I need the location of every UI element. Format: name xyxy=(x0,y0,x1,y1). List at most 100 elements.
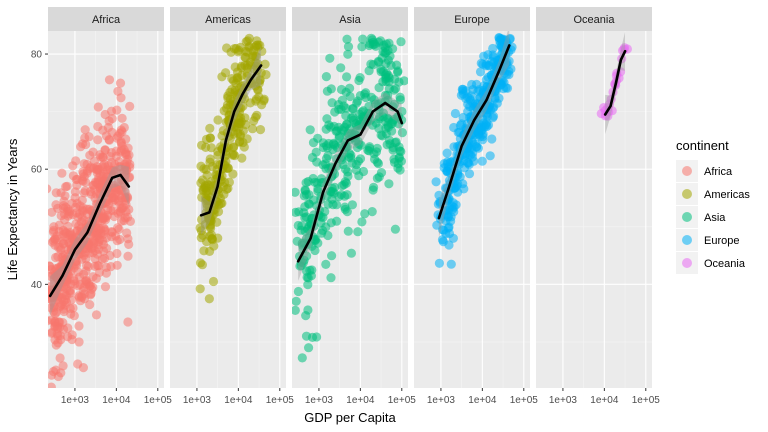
data-point xyxy=(494,93,504,103)
data-point xyxy=(79,282,89,293)
data-point xyxy=(506,64,516,74)
data-point xyxy=(205,123,215,133)
data-point xyxy=(293,286,303,297)
legend-label-asia: Asia xyxy=(704,212,726,224)
data-point xyxy=(95,170,106,180)
data-point xyxy=(450,183,460,193)
data-point xyxy=(91,178,101,188)
facet-strip xyxy=(292,7,408,31)
data-point xyxy=(343,226,353,236)
data-point xyxy=(99,223,109,233)
data-point xyxy=(93,135,103,145)
data-point xyxy=(301,331,312,341)
data-point xyxy=(74,321,84,331)
data-point xyxy=(58,361,68,371)
data-point xyxy=(305,265,315,275)
data-point xyxy=(394,142,404,152)
data-point xyxy=(48,303,56,313)
data-point xyxy=(348,104,358,114)
data-point xyxy=(342,72,352,82)
data-point xyxy=(108,206,118,216)
data-point xyxy=(327,251,337,261)
data-point xyxy=(329,121,339,131)
data-point xyxy=(248,46,259,56)
data-point xyxy=(346,248,356,258)
legend-key-americas xyxy=(682,189,692,199)
data-point xyxy=(114,224,124,234)
data-point xyxy=(344,152,354,162)
data-point xyxy=(100,282,111,292)
data-point xyxy=(112,260,122,270)
data-point xyxy=(205,133,215,143)
legend-key-oceania xyxy=(682,258,692,268)
data-point xyxy=(58,318,68,328)
data-point xyxy=(69,311,79,321)
data-point xyxy=(104,75,115,85)
data-point xyxy=(249,116,259,126)
data-point xyxy=(255,76,265,86)
data-point xyxy=(301,212,311,222)
data-point xyxy=(94,267,105,277)
data-point xyxy=(237,153,247,163)
data-point xyxy=(492,55,502,65)
data-point xyxy=(197,214,207,225)
data-point xyxy=(396,37,406,47)
y-tick-label: 60 xyxy=(31,165,43,176)
data-point xyxy=(208,276,219,287)
data-point xyxy=(124,204,134,215)
facet-strip xyxy=(48,7,164,31)
data-point xyxy=(296,225,306,235)
data-point xyxy=(71,208,81,218)
data-point xyxy=(322,86,332,96)
data-point xyxy=(393,163,403,173)
data-point xyxy=(77,291,87,301)
data-point xyxy=(303,343,314,353)
data-point xyxy=(223,93,233,103)
x-tick-label: 1e+03 xyxy=(61,395,90,406)
data-point xyxy=(316,218,326,228)
data-point xyxy=(442,148,452,158)
data-point xyxy=(370,99,381,109)
data-point xyxy=(198,230,208,240)
x-tick-label: 1e+04 xyxy=(590,395,619,406)
data-point xyxy=(79,250,89,260)
data-point xyxy=(117,127,127,137)
data-point xyxy=(85,186,95,197)
data-point xyxy=(292,296,301,306)
data-point xyxy=(113,86,123,96)
data-point xyxy=(376,130,386,140)
data-point xyxy=(242,71,252,81)
data-point xyxy=(355,73,365,83)
data-point xyxy=(488,113,498,123)
data-point xyxy=(323,151,333,161)
data-point xyxy=(445,203,455,213)
data-point xyxy=(455,172,465,182)
data-point xyxy=(88,272,98,282)
data-point xyxy=(467,79,477,90)
data-point xyxy=(63,245,73,255)
data-point xyxy=(438,225,448,235)
data-point xyxy=(97,254,107,264)
y-axis-title: Life Expectancy in Years xyxy=(5,138,20,280)
data-point xyxy=(247,124,258,134)
data-point xyxy=(123,251,133,261)
data-point xyxy=(336,190,346,200)
data-point xyxy=(98,246,109,256)
data-point xyxy=(294,207,304,217)
data-point xyxy=(235,136,245,147)
legend-label-oceania: Oceania xyxy=(704,258,746,270)
data-point xyxy=(383,114,394,124)
x-tick-label: 1e+05 xyxy=(266,395,295,406)
panel-points xyxy=(195,33,271,304)
legend-key-asia xyxy=(682,212,692,222)
x-tick-label: 1e+03 xyxy=(183,395,212,406)
x-tick-label: 1e+05 xyxy=(388,395,417,406)
data-point xyxy=(390,224,400,234)
legend-label-africa: Africa xyxy=(704,166,733,178)
facet-strip-label: Asia xyxy=(339,14,361,26)
data-point xyxy=(340,164,351,174)
legend-label-americas: Americas xyxy=(704,189,750,201)
data-point xyxy=(360,209,370,219)
data-point xyxy=(475,92,485,102)
